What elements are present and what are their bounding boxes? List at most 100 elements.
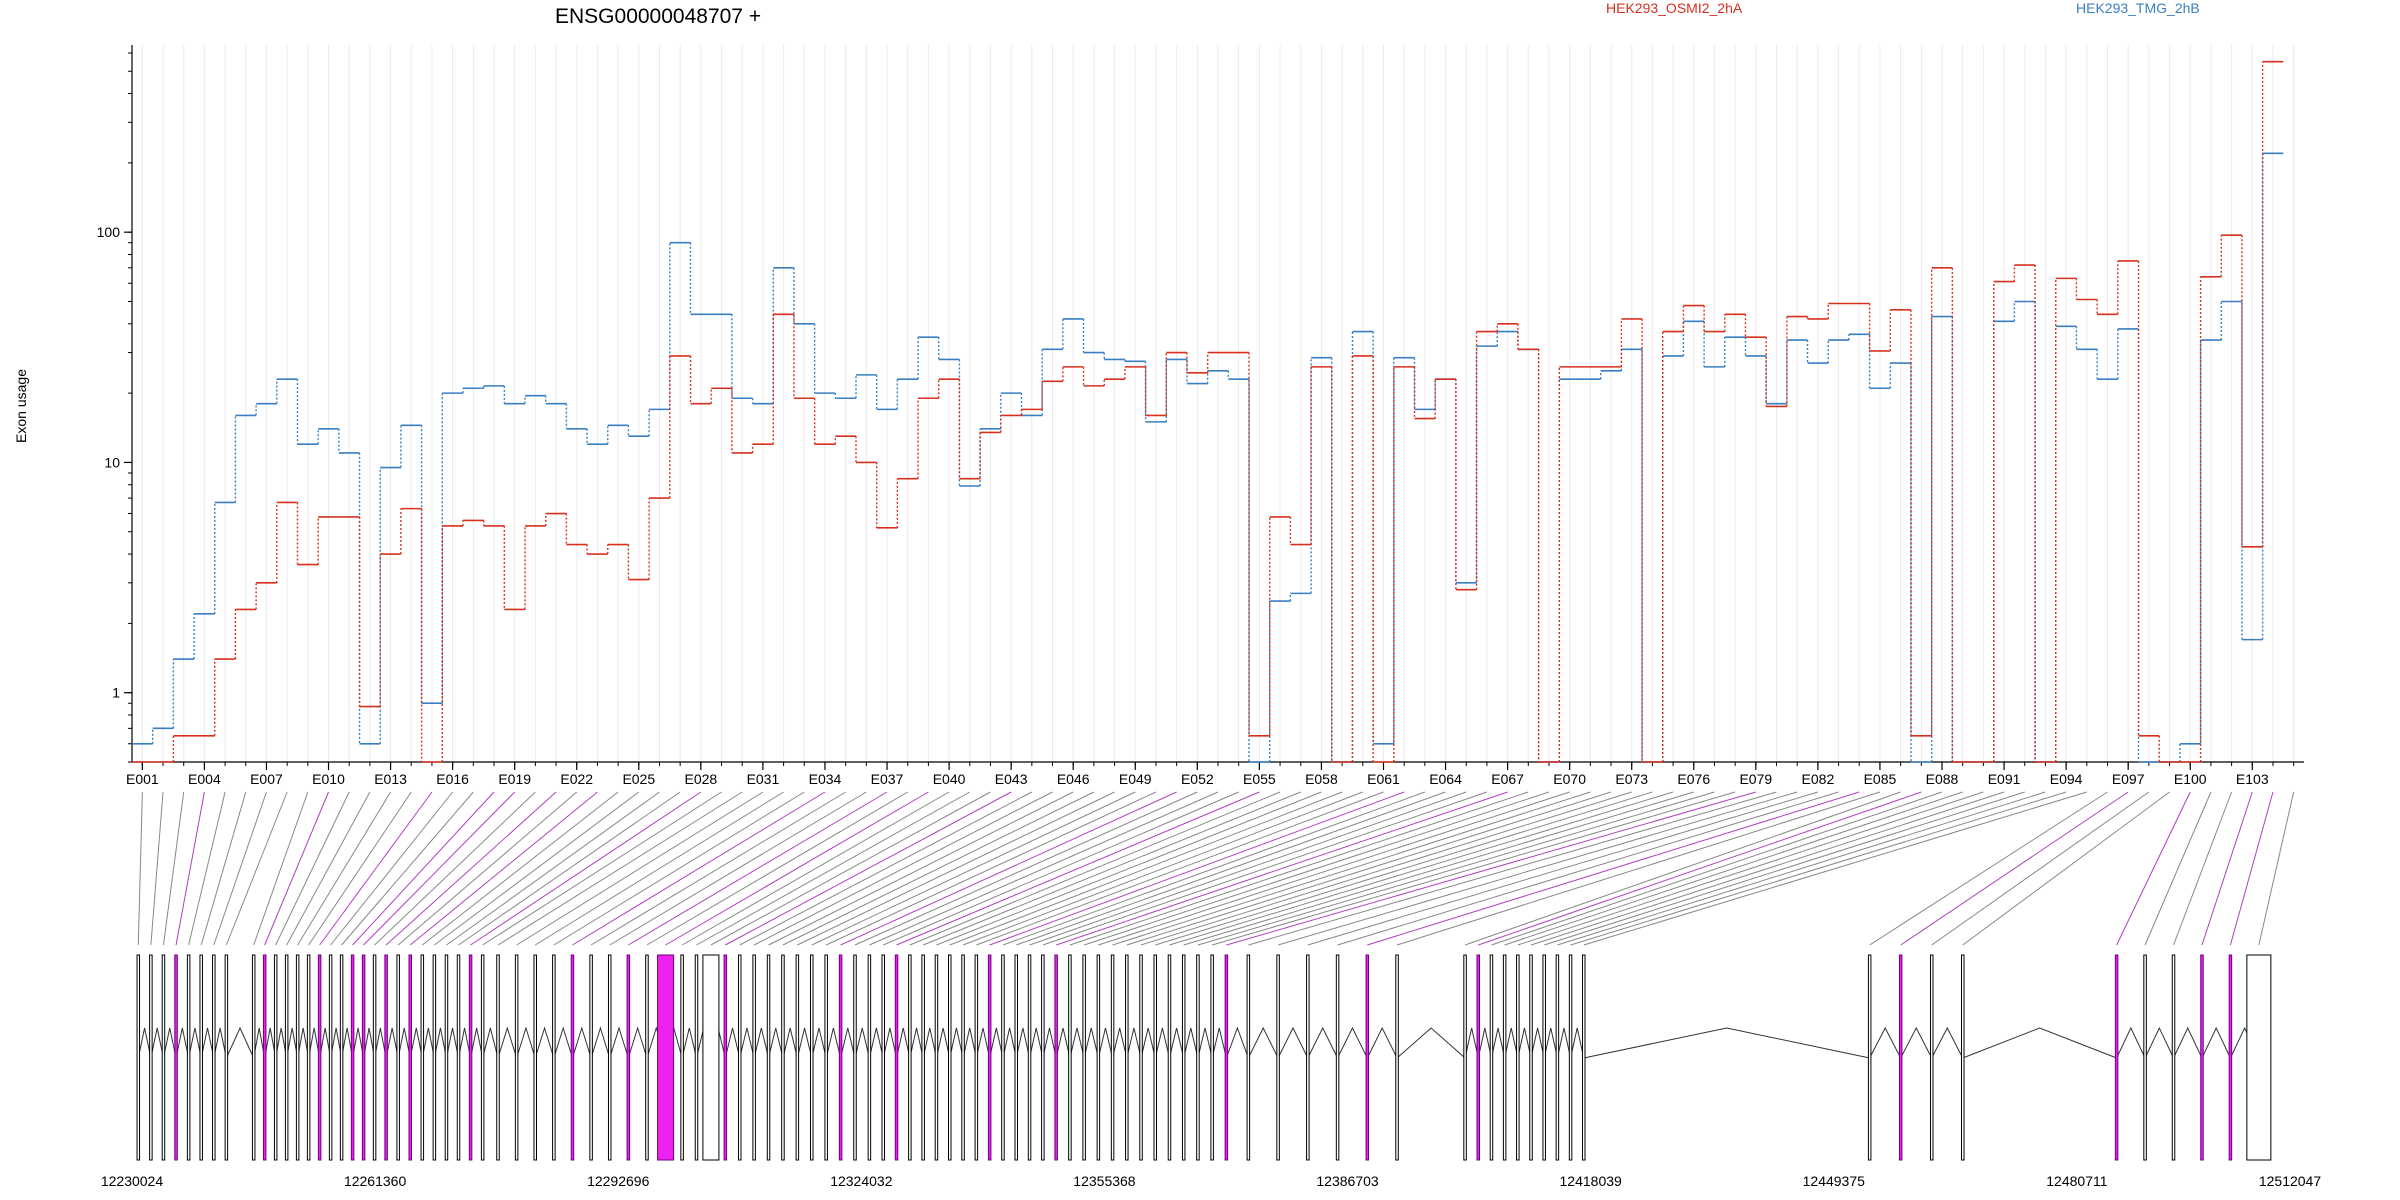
exon-connector [1517,791,1984,946]
exon-box [480,954,485,1161]
exon-box [1335,954,1340,1161]
exon-box [626,954,631,1161]
exon-connector [797,791,1115,946]
chart-title: ENSG00000048707 + [555,5,761,28]
exon-connector [1016,791,1446,946]
intron-line [319,1027,332,1059]
intron-line [374,1027,387,1059]
x-tick-label: E031 [747,771,780,787]
intron-line [1517,1027,1532,1059]
exon-connector [1491,791,1943,946]
intron-line [286,1027,299,1059]
exon-connector [1504,791,1963,946]
exon-box [881,954,886,1161]
exon-connector [470,791,702,946]
exon-box [199,954,203,1161]
coordinate-label: 12230024 [101,1173,164,1189]
x-tick-label: E085 [1864,771,1897,787]
intron-line [341,1027,354,1059]
intron-line [1183,1027,1199,1059]
exon-box [420,954,425,1161]
exon-box [1181,954,1186,1161]
exon-box [853,954,857,1161]
coordinate-label: 12449375 [1803,1173,1866,1189]
exon-box [1096,954,1101,1161]
exon-box [645,954,649,1161]
intron-line [1530,1027,1545,1059]
gene-model-track [136,954,2272,1161]
exon-box [607,954,612,1161]
intron-line [2144,1026,2174,1059]
exon-connector [422,791,619,946]
exon-connector [1557,791,2046,946]
exon-box [1395,954,1399,1161]
intron-line [363,1027,376,1059]
intron-line [1015,1027,1031,1059]
intron-line [989,1027,1004,1059]
exon-box [533,954,537,1161]
exon-box [1041,954,1045,1161]
x-tick-label: E001 [126,771,159,787]
intron-line [352,1027,365,1059]
intron-line [421,1027,435,1059]
exon-connector [739,791,1033,946]
exon-connector [2229,791,2274,946]
exon-box [174,954,178,1161]
x-tick-label: E094 [2050,771,2083,787]
exon-connector [409,791,598,946]
intron-line [433,1027,447,1059]
intron-line [1962,1027,2117,1059]
intron-line [275,1027,288,1059]
exon-box [186,954,191,1161]
exon-box [317,954,322,1161]
exon-connector [1042,791,1488,946]
exon-connector [341,791,474,946]
intron-line [922,1027,937,1059]
intron-line [1069,1027,1085,1059]
exon-box [136,954,141,1161]
exon-box [894,954,899,1161]
x-tick-label: E022 [560,771,593,787]
exon-connector [482,791,722,946]
x-tick-label: E082 [1802,771,1835,787]
intron-line [896,1027,911,1059]
intron-line [854,1027,870,1059]
exon-connector [989,791,1405,946]
exon-box [908,954,912,1161]
intron-line [1029,1027,1044,1059]
exon-box [468,954,473,1161]
intron-line [811,1027,827,1059]
intron-line [1112,1027,1128,1059]
exon-connector [854,791,1198,946]
intron-line [1097,1027,1114,1059]
exon-box [1867,954,1872,1161]
coordinate-label: 12418039 [1560,1173,1623,1189]
intron-line [572,1026,592,1059]
exon-connector [1396,791,1881,946]
x-tick-label: E034 [809,771,842,787]
x-tick-label: E091 [1988,771,2021,787]
intron-line [470,1027,484,1059]
exon-box [295,954,300,1161]
exon-box [795,954,800,1161]
intron-line [264,1027,277,1059]
x-tick-label: E004 [188,771,221,787]
exon-connector [516,791,764,946]
x-tick-label: E061 [1367,771,1400,787]
exon-box [1929,954,1934,1161]
x-tick-label: E013 [374,771,407,787]
y-tick-label: 1 [112,685,120,701]
exon-connector [2201,791,2253,946]
exon-box [1502,954,1507,1161]
exon-connector [1583,791,2087,946]
exon-connector [949,791,1343,946]
x-tick-label: E058 [1305,771,1338,787]
intron-line [2173,1026,2203,1059]
exon-box [1027,954,1032,1161]
exon-connector [2144,791,2212,946]
exon-connector [1900,791,2129,946]
exon-connector [1307,791,1819,946]
intron-line [188,1027,202,1059]
intron-line [1583,1027,1870,1059]
intron-line [962,1027,977,1059]
